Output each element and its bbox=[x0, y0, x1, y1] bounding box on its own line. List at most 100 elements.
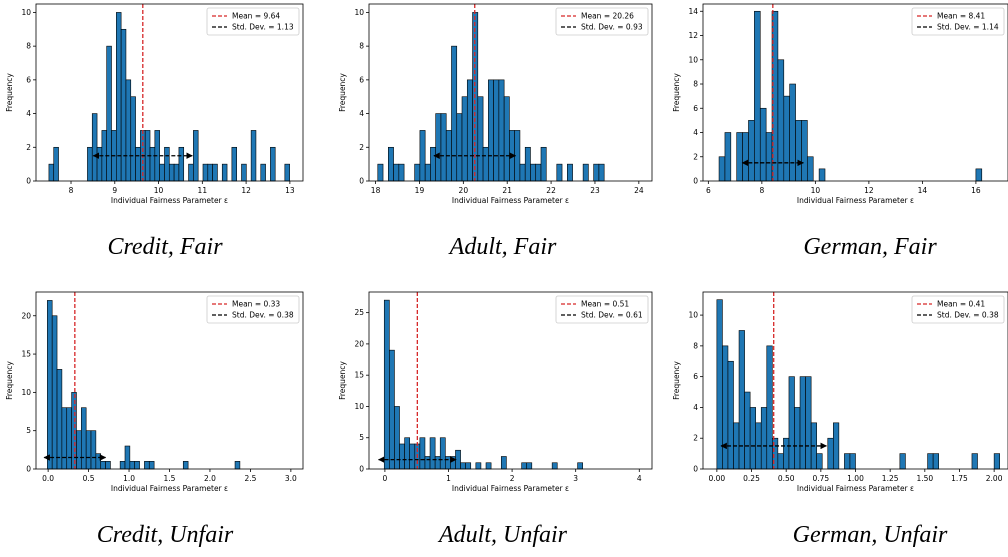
x-tick-label: 12 bbox=[241, 186, 251, 195]
histogram-bar bbox=[754, 10, 761, 182]
histogram-bar bbox=[461, 96, 468, 182]
histogram-bar bbox=[144, 461, 150, 470]
x-axis-label: Individual Fairness Parameter ε bbox=[111, 484, 228, 493]
y-tick-label: 0 bbox=[693, 177, 698, 186]
legend-mean-label: Mean = 0.33 bbox=[232, 300, 280, 309]
histogram-bar bbox=[383, 299, 390, 470]
histogram-bar bbox=[993, 453, 1000, 470]
histogram-bar bbox=[899, 453, 906, 470]
legend-mean-label: Mean = 8.41 bbox=[937, 12, 985, 21]
x-tick-label: 1 bbox=[446, 474, 451, 483]
histogram-bar bbox=[429, 437, 436, 470]
histogram-bar bbox=[430, 146, 436, 182]
y-tick-label: 6 bbox=[359, 75, 364, 84]
histogram-bar bbox=[414, 163, 421, 182]
histogram-bar bbox=[47, 300, 53, 470]
legend-mean-label: Mean = 9.64 bbox=[232, 12, 280, 21]
histogram-bar bbox=[451, 45, 458, 182]
histogram-bar bbox=[182, 461, 189, 470]
y-tick-label: 10 bbox=[21, 8, 31, 17]
histogram-bar bbox=[148, 461, 155, 470]
histogram-bar bbox=[524, 146, 531, 182]
histogram-bar bbox=[61, 407, 68, 470]
histogram-bar bbox=[388, 146, 394, 182]
histogram-bar bbox=[135, 146, 141, 182]
histogram-bar bbox=[971, 453, 978, 470]
legend: Mean = 8.41 Std. Dev. = 1.14 bbox=[911, 7, 1005, 36]
x-tick-label: 1.5 bbox=[164, 474, 176, 483]
histogram-bar bbox=[503, 96, 510, 182]
x-tick-label: 12 bbox=[864, 186, 874, 195]
histogram-bar bbox=[801, 120, 808, 182]
x-tick-label: 18 bbox=[371, 186, 381, 195]
histogram-bar bbox=[748, 120, 755, 182]
legend: Mean = 0.41 Std. Dev. = 0.38 bbox=[911, 295, 1005, 324]
histogram-bar bbox=[475, 462, 482, 470]
histogram-bar bbox=[540, 146, 547, 182]
y-tick-label: 0 bbox=[359, 177, 364, 186]
histogram-bar bbox=[221, 163, 228, 182]
y-tick-label: 8 bbox=[693, 341, 698, 350]
x-axis-label: Individual Fairness Parameter ε bbox=[111, 196, 228, 205]
legend-std-label: Std. Dev. = 0.38 bbox=[937, 311, 999, 320]
histogram-bar bbox=[932, 453, 939, 470]
legend-std-label: Std. Dev. = 0.93 bbox=[581, 23, 643, 32]
caption-german-unfair: German, Unfair bbox=[792, 522, 948, 548]
chart-panel-adult-fair: 18 19 20 21 22 23 24 0 2 4 6 8 10 Individual Fairness… bbox=[336, 0, 672, 205]
histogram-bar bbox=[766, 345, 773, 470]
legend-std-label: Std. Dev. = 0.61 bbox=[581, 311, 643, 320]
y-axis-label: Frequency bbox=[5, 361, 14, 400]
histogram-bar bbox=[76, 430, 82, 470]
caption-credit-fair: Credit, Fair bbox=[107, 234, 223, 260]
x-tick-label: 6 bbox=[706, 186, 711, 195]
x-tick-label: 2.5 bbox=[244, 474, 256, 483]
histogram-bar bbox=[724, 132, 732, 182]
histogram-bar bbox=[419, 437, 426, 470]
histogram-bar bbox=[149, 146, 156, 182]
x-tick-label: 8 bbox=[69, 186, 74, 195]
x-tick-label: 1.75 bbox=[951, 474, 968, 483]
y-tick-label: 5 bbox=[26, 426, 31, 435]
histogram-adult-unfair: 0 1 2 3 4 0 5 10 15 20 25 Individual Fairness Param… bbox=[338, 291, 653, 493]
histogram-bar bbox=[765, 132, 773, 182]
histogram-bar bbox=[398, 163, 405, 182]
histogram-bar bbox=[521, 462, 528, 470]
histogram-bar bbox=[777, 453, 784, 470]
x-tick-label: 19 bbox=[415, 186, 425, 195]
histogram-bar bbox=[193, 130, 199, 182]
histogram-bar bbox=[827, 437, 834, 470]
y-tick-label: 0 bbox=[693, 465, 698, 474]
histogram-bar bbox=[455, 449, 461, 470]
histogram-bar bbox=[833, 422, 840, 470]
histogram-bar bbox=[130, 96, 136, 182]
histogram-bar bbox=[90, 430, 97, 470]
histogram-bar bbox=[270, 146, 276, 182]
y-tick-label: 10 bbox=[688, 55, 698, 64]
y-tick-label: 25 bbox=[354, 308, 364, 317]
x-tick-label: 1.50 bbox=[916, 474, 933, 483]
legend-box bbox=[206, 295, 300, 324]
x-tick-label: 3 bbox=[573, 474, 578, 483]
histogram-bar bbox=[807, 156, 814, 182]
histogram-german-unfair: 0.00 0.25 0.50 0.75 1.00 1.25 1.50 1.75 2.00 0 2 4 6… bbox=[672, 291, 1008, 493]
histogram-bar bbox=[168, 163, 175, 182]
histogram-credit-unfair: 0.0 0.5 1.0 1.5 2.0 2.5 3.0 0 5 10 15 20 Individual … bbox=[5, 291, 304, 493]
legend: Mean = 9.64 Std. Dev. = 1.13 bbox=[206, 7, 300, 36]
histogram-bar bbox=[393, 163, 400, 182]
x-tick-label: 20 bbox=[459, 186, 469, 195]
chart-panel-credit-unfair: 0.0 0.5 1.0 1.5 2.0 2.5 3.0 0 5 10 15 20 Individual … bbox=[0, 288, 336, 493]
x-tick-label: 11 bbox=[198, 186, 208, 195]
histogram-bar bbox=[424, 163, 431, 182]
histogram-bar bbox=[85, 430, 92, 470]
y-tick-label: 2 bbox=[359, 143, 364, 152]
y-tick-label: 6 bbox=[693, 104, 698, 113]
y-tick-label: 10 bbox=[21, 388, 31, 397]
histogram-bar bbox=[482, 146, 489, 182]
histogram-bar bbox=[445, 456, 451, 470]
histogram-bar bbox=[488, 79, 494, 182]
x-tick-label: 0 bbox=[383, 474, 388, 483]
histogram-bar bbox=[526, 462, 533, 470]
histogram-bar bbox=[51, 315, 58, 470]
histogram-bar bbox=[164, 146, 170, 182]
histogram-bar bbox=[530, 163, 537, 182]
